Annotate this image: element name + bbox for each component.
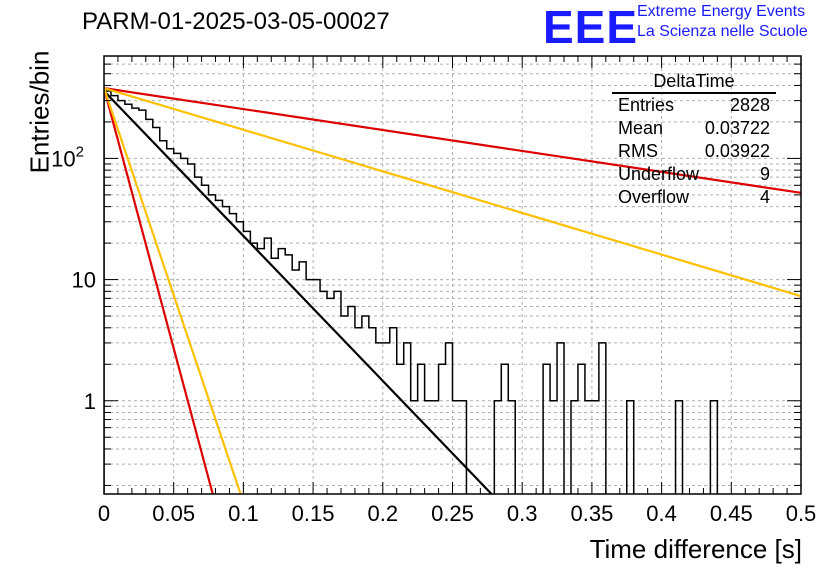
stats-value: 2828 xyxy=(729,95,770,115)
stats-value: 4 xyxy=(759,187,770,207)
x-tick-label: 0.25 xyxy=(431,501,474,526)
logo-line-2: La Scienza nelle Scuole xyxy=(637,23,808,40)
x-tick-label: 0.5 xyxy=(786,501,817,526)
x-tick-label: 0 xyxy=(98,501,110,526)
histogram-outline xyxy=(104,90,719,494)
fit-curve xyxy=(104,90,493,494)
fit-curve xyxy=(104,87,242,494)
run-title: PARM-01-2025-03-05-00027 xyxy=(82,8,390,35)
stats-value: 0.03722 xyxy=(704,118,770,138)
y-tick-label: 102 xyxy=(51,143,84,171)
logo-line-1: Extreme Energy Events xyxy=(637,3,806,20)
stats-label: Underflow xyxy=(618,164,700,184)
x-axis-label: Time difference [s] xyxy=(589,534,802,564)
x-tick-label: 0.2 xyxy=(368,501,399,526)
stats-box: DeltaTime Entries 2828 Mean 0.03722 RMS … xyxy=(612,70,776,209)
y-tick-label: 10 xyxy=(72,268,96,293)
stats-value: 9 xyxy=(759,164,770,184)
y-tick-label: 1 xyxy=(84,389,96,414)
fit-curve xyxy=(104,87,214,494)
stats-title: DeltaTime xyxy=(612,70,776,94)
stats-row-entries: Entries 2828 xyxy=(612,94,776,117)
y-axis-label: Entries/bin xyxy=(24,50,55,174)
x-tick-label: 0.3 xyxy=(507,501,538,526)
fit-curve xyxy=(104,87,801,298)
stats-row-overflow: Overflow 4 xyxy=(612,186,776,209)
x-tick-label: 0.45 xyxy=(710,501,753,526)
stats-label: RMS xyxy=(618,141,658,161)
stats-label: Mean xyxy=(618,118,664,138)
stats-label: Overflow xyxy=(618,187,690,207)
stats-row-rms: RMS 0.03922 xyxy=(612,140,776,163)
eee-logo: EEE xyxy=(543,1,639,53)
x-tick-label: 0.4 xyxy=(646,501,677,526)
stats-row-underflow: Underflow 9 xyxy=(612,163,776,186)
x-tick-label: 0.35 xyxy=(570,501,613,526)
fit-curve xyxy=(104,87,801,194)
x-tick-label: 0.15 xyxy=(292,501,335,526)
stats-label: Entries xyxy=(618,95,675,115)
x-tick-label: 0.05 xyxy=(152,501,195,526)
stats-value: 0.03922 xyxy=(704,141,770,161)
stats-row-mean: Mean 0.03722 xyxy=(612,117,776,140)
x-tick-label: 0.1 xyxy=(228,501,259,526)
